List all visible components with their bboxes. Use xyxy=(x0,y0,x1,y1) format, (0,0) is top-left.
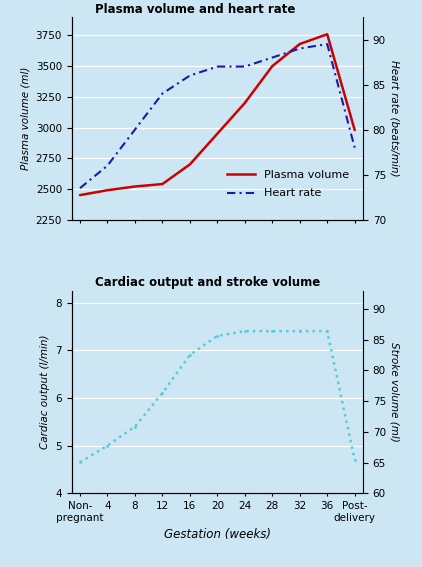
Y-axis label: Stroke volume (ml): Stroke volume (ml) xyxy=(390,342,400,442)
Y-axis label: Heart rate (beats/min): Heart rate (beats/min) xyxy=(390,60,400,176)
Text: Plasma volume and heart rate: Plasma volume and heart rate xyxy=(95,3,295,16)
Y-axis label: Cardiac output (l/min): Cardiac output (l/min) xyxy=(40,335,50,449)
Y-axis label: Plasma volume (ml): Plasma volume (ml) xyxy=(20,67,30,170)
Legend: Plasma volume, Heart rate: Plasma volume, Heart rate xyxy=(222,164,354,204)
Text: Cardiac output and stroke volume: Cardiac output and stroke volume xyxy=(95,277,320,289)
X-axis label: Gestation (weeks): Gestation (weeks) xyxy=(164,528,271,541)
